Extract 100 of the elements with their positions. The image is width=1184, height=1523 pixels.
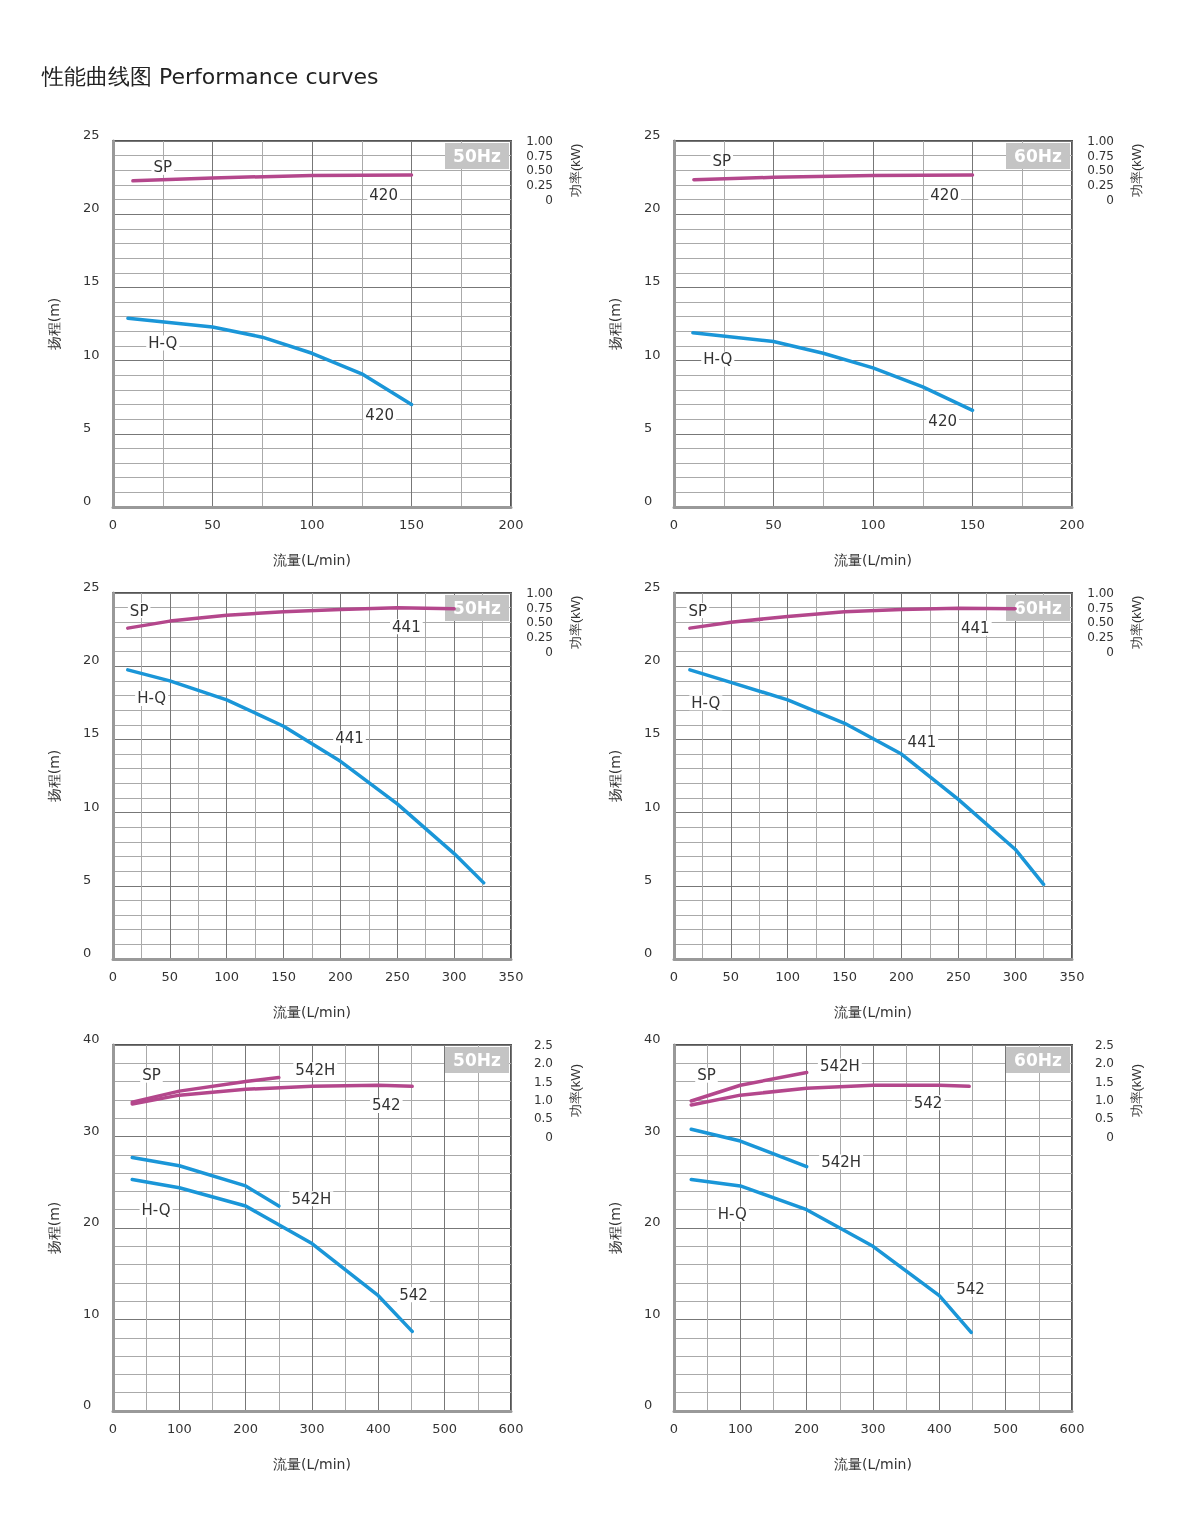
y2-tick-label: 2.5	[1094, 1038, 1114, 1052]
x-tick-label: 100	[860, 517, 886, 532]
annotation: H-Q	[141, 1200, 171, 1219]
x-tick-label: 300	[441, 969, 467, 984]
y-tick-label: 10	[644, 346, 661, 362]
y2-tick-label: 1.5	[533, 1074, 553, 1089]
annotation: 420	[365, 405, 394, 424]
annotation: 50Hz	[453, 1050, 501, 1070]
y2-tick-label: 0	[545, 644, 553, 659]
y-tick-label: 0	[644, 1397, 653, 1412]
y2-tick-label: 0.5	[1094, 1111, 1114, 1126]
y-axis-title: 扬程(m)	[46, 749, 62, 803]
annotation: H-Q	[137, 689, 167, 708]
y2-tick-label: 0.75	[1087, 148, 1114, 163]
x-tick-label: 50	[722, 969, 740, 984]
y-tick-label: 30	[644, 1122, 661, 1138]
x-tick-label: 150	[271, 969, 296, 984]
y2-tick-label: 1.0	[1094, 1092, 1114, 1107]
y-tick-label: 5	[83, 419, 92, 435]
x-tick-label: 350	[1059, 969, 1085, 984]
x-tick-label: 400	[365, 1421, 391, 1436]
annotation: 50Hz	[453, 146, 501, 166]
annotation: 542	[371, 1096, 401, 1115]
annotation: 60Hz	[1014, 1050, 1062, 1070]
annotation: 420	[930, 186, 959, 205]
annotation: SP	[712, 152, 732, 171]
x-tick-label: 150	[832, 969, 857, 984]
x-tick-label: 600	[1059, 1421, 1085, 1436]
annotation: SP	[153, 158, 173, 177]
annotation: 542H	[291, 1189, 332, 1208]
y-tick-label: 15	[644, 273, 661, 289]
annotation: H-Q	[691, 693, 721, 712]
x-tick-label: 100	[299, 517, 325, 532]
x-tick-label: 250	[384, 969, 410, 984]
annotation: SP	[129, 601, 149, 620]
y2-tick-label: 0.75	[526, 148, 553, 163]
y-tick-label: 20	[83, 200, 100, 216]
annotation: 542	[913, 1093, 943, 1112]
annotation: 542H	[819, 1057, 860, 1076]
y2-tick-label: 0	[545, 192, 553, 207]
annotation: H-Q	[717, 1205, 747, 1224]
x-tick-label: 300	[1002, 969, 1028, 984]
y-tick-label: 25	[644, 579, 661, 594]
x-axis-title: 流量(L/min)	[834, 1004, 912, 1020]
y-tick-label: 20	[83, 652, 100, 668]
y-tick-label: 15	[83, 273, 100, 289]
x-tick-label: 200	[1059, 517, 1085, 532]
x-axis-title: 流量(L/min)	[834, 552, 912, 568]
y2-tick-label: 0	[1106, 192, 1114, 207]
annotation: SP	[697, 1066, 716, 1085]
x-tick-label: 0	[108, 517, 118, 532]
y-tick-label: 40	[644, 1031, 661, 1046]
y2-tick-label: 0.75	[526, 600, 553, 615]
y-tick-label: 40	[83, 1031, 100, 1046]
y2-axis-title: 功率(kW)	[1128, 1064, 1144, 1118]
y2-tick-label: 1.00	[1087, 134, 1114, 148]
y2-tick-label: 0.25	[1087, 629, 1114, 644]
annotation: 60Hz	[1014, 146, 1062, 166]
y-tick-label: 25	[83, 127, 100, 142]
y2-tick-label: 1.00	[1087, 586, 1114, 600]
y-tick-label: 20	[644, 200, 661, 216]
x-axis-title: 流量(L/min)	[273, 1456, 351, 1472]
y2-tick-label: 2.5	[533, 1038, 553, 1052]
annotation: 441	[392, 617, 421, 636]
x-axis-title: 流量(L/min)	[273, 1004, 351, 1020]
y2-axis-title: 功率(kW)	[1128, 595, 1144, 649]
y2-tick-label: 2.0	[533, 1056, 553, 1071]
y-tick-label: 0	[644, 945, 653, 960]
x-tick-label: 150	[960, 517, 985, 532]
y-axis-title: 扬程(m)	[46, 297, 62, 351]
y2-tick-label: 0.50	[526, 615, 553, 630]
y-tick-label: 25	[644, 127, 661, 142]
x-tick-label: 200	[889, 969, 914, 984]
y-tick-label: 20	[83, 1214, 100, 1229]
x-tick-label: 200	[233, 1421, 259, 1436]
y-tick-label: 5	[644, 419, 653, 435]
x-tick-label: 600	[498, 1421, 524, 1436]
y2-tick-label: 0.75	[1087, 600, 1114, 615]
y2-tick-label: 0.50	[1087, 163, 1114, 178]
annotation: 542	[399, 1285, 428, 1304]
x-tick-label: 100	[214, 969, 240, 984]
annotation: H-Q	[703, 350, 733, 369]
y2-axis-title: 功率(kW)	[567, 1064, 583, 1118]
y-tick-label: 20	[644, 1214, 661, 1229]
x-tick-label: 0	[669, 517, 679, 532]
y2-axis-title: 功率(kW)	[567, 595, 583, 649]
y-tick-label: 30	[83, 1122, 100, 1138]
x-tick-label: 250	[945, 969, 971, 984]
x-tick-label: 300	[299, 1421, 325, 1436]
x-tick-label: 100	[775, 969, 801, 984]
annotation: SP	[688, 601, 708, 620]
y2-tick-label: 2.0	[1094, 1056, 1114, 1071]
x-tick-label: 150	[399, 517, 424, 532]
y2-tick-label: 0.50	[526, 163, 553, 178]
annotation: SP	[142, 1066, 161, 1085]
y-tick-label: 0	[644, 493, 653, 508]
y2-tick-label: 0	[1106, 644, 1114, 659]
y2-tick-label: 0.25	[1087, 177, 1114, 192]
x-tick-label: 200	[328, 969, 353, 984]
y-tick-label: 0	[83, 1397, 92, 1412]
